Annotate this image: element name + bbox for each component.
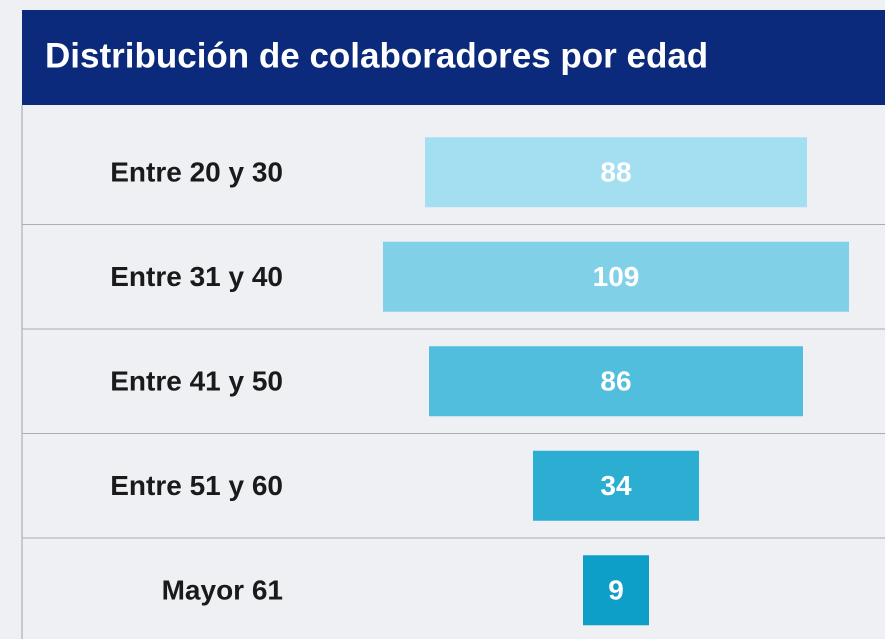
chart: Distribución de colaboradores por edad E… bbox=[0, 0, 885, 639]
page: Distribución de colaboradores por edad E… bbox=[0, 0, 885, 639]
category-label: Entre 20 y 30 bbox=[110, 157, 283, 188]
value-label: 109 bbox=[593, 261, 640, 292]
value-label: 86 bbox=[600, 366, 631, 397]
value-label: 9 bbox=[608, 575, 624, 606]
category-label: Entre 41 y 50 bbox=[110, 366, 283, 397]
value-label: 88 bbox=[600, 157, 631, 188]
category-label: Mayor 61 bbox=[162, 575, 283, 606]
category-label: Entre 31 y 40 bbox=[110, 261, 283, 292]
value-label: 34 bbox=[600, 470, 632, 501]
chart-title: Distribución de colaboradores por edad bbox=[45, 36, 708, 75]
category-label: Entre 51 y 60 bbox=[110, 470, 283, 501]
